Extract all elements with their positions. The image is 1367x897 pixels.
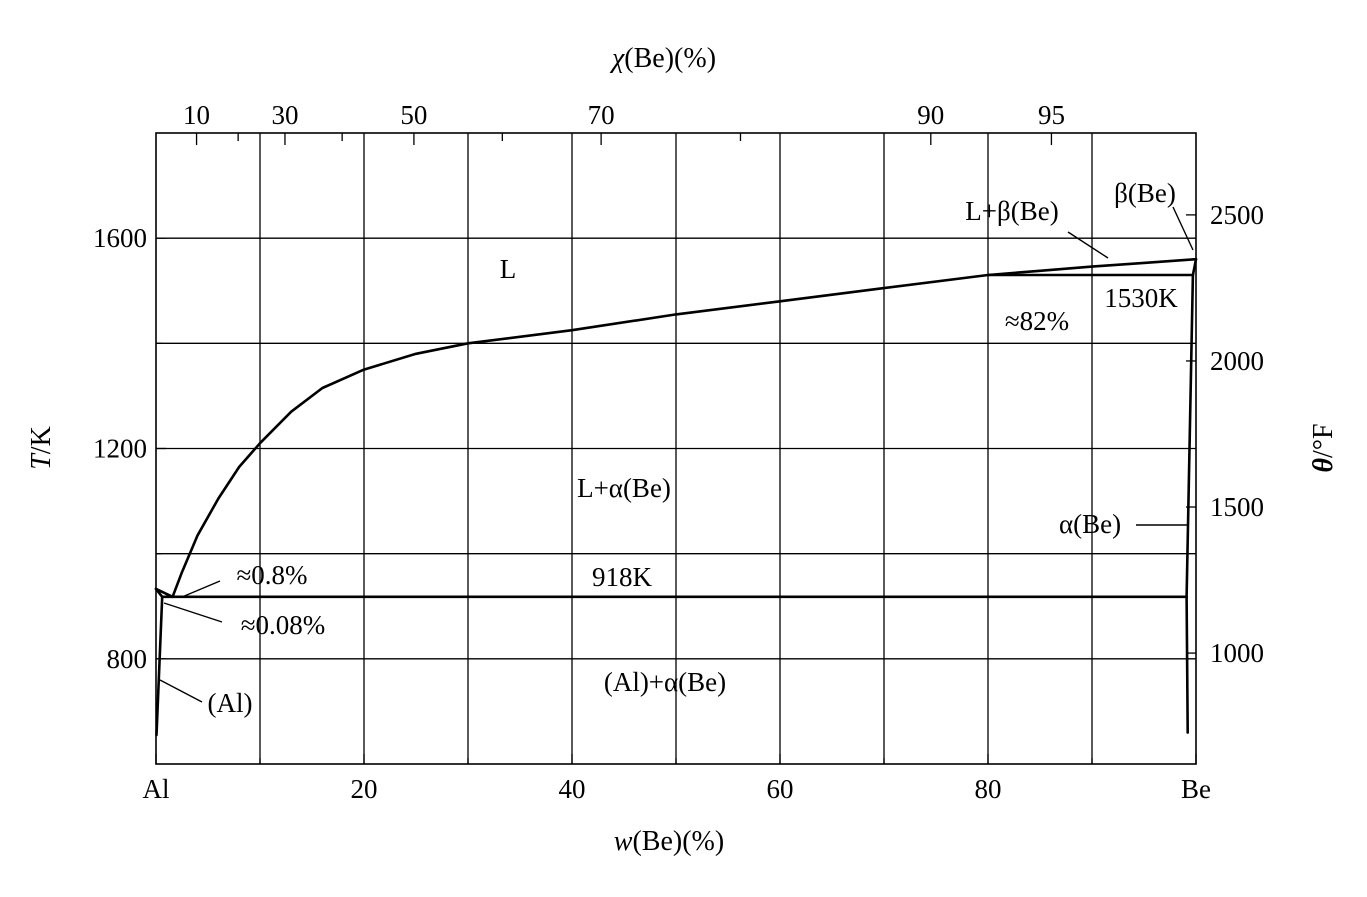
x-tick-label-Be: Be (1181, 774, 1211, 804)
top-tick-label-50: 50 (400, 100, 427, 130)
peritectic-temperature-label: 1530K (1104, 283, 1178, 313)
leader-al-solubility (163, 602, 223, 623)
right-tick-label-2000: 2000 (1210, 346, 1264, 376)
curve--boundary (1185, 273, 1195, 599)
al-solubility-label: ≈0.08% (241, 610, 326, 640)
right-axis-title: θ/°F (1308, 423, 1339, 472)
x-tick-label-20: 20 (351, 774, 378, 804)
leader-liquid-beta (1067, 231, 1109, 259)
curve--be-solvus (1185, 595, 1189, 734)
phase-boundaries (154, 257, 1198, 737)
leader-beta (1172, 206, 1194, 251)
peritectic-composition-label: ≈82% (1005, 306, 1069, 336)
x-tick-label-60: 60 (767, 774, 794, 804)
right-tick-label-1000: 1000 (1210, 638, 1264, 668)
y-tick-label-800: 800 (107, 644, 148, 674)
x-tick-label-Al: Al (143, 774, 170, 804)
right-tick-label-2500: 2500 (1210, 200, 1264, 230)
region-label-liquid-alpha: L+α(Be) (577, 473, 671, 503)
region-label-beta: β(Be) (1114, 178, 1176, 208)
curve-al-solvus (155, 595, 164, 737)
top-tick-label-30: 30 (271, 100, 298, 130)
grid-lines (156, 133, 1196, 764)
tick-labels: Al 20 40 60 80 Be 800 1200 1600 10 30 50 70 90 95 1000 1… (93, 100, 1264, 804)
y-axis-title: T/K (26, 426, 57, 470)
eutectic-temperature-label: 918K (592, 562, 653, 592)
top-tick-label-10: 10 (183, 100, 210, 130)
x-tick-label-80: 80 (975, 774, 1002, 804)
eutectic-composition-label: ≈0.8% (236, 560, 307, 590)
leader-eutectic-composition (181, 580, 221, 598)
curve-liquidus-l-be- (171, 273, 990, 599)
region-label-alpha: α(Be) (1059, 509, 1121, 539)
region-label-liquid: L (500, 254, 517, 284)
top-axis-title: χ(Be)(%) (609, 43, 716, 74)
right-tick-label-1500: 1500 (1210, 492, 1264, 522)
top-tick-label-90: 90 (917, 100, 944, 130)
leader-al (159, 679, 203, 703)
top-tick-label-95: 95 (1038, 100, 1065, 130)
leader-lines (159, 206, 1194, 703)
top-tick-label-70: 70 (588, 100, 615, 130)
curve-liquidus-al-side- (154, 587, 174, 599)
x-tick-label-40: 40 (559, 774, 586, 804)
region-label-al: (Al) (208, 688, 253, 718)
y-tick-label-1600: 1600 (93, 223, 147, 253)
y-tick-label-1200: 1200 (93, 434, 147, 464)
x-axis-title: w(Be)(%) (614, 826, 724, 857)
region-label-al-alpha: (Al)+α(Be) (604, 667, 726, 697)
curve-solidus-be- (1191, 257, 1198, 277)
curve-liquidus-l-be- (986, 257, 1198, 277)
curve-al-solidus (154, 587, 164, 599)
region-label-liquid-beta: L+β(Be) (965, 196, 1058, 226)
